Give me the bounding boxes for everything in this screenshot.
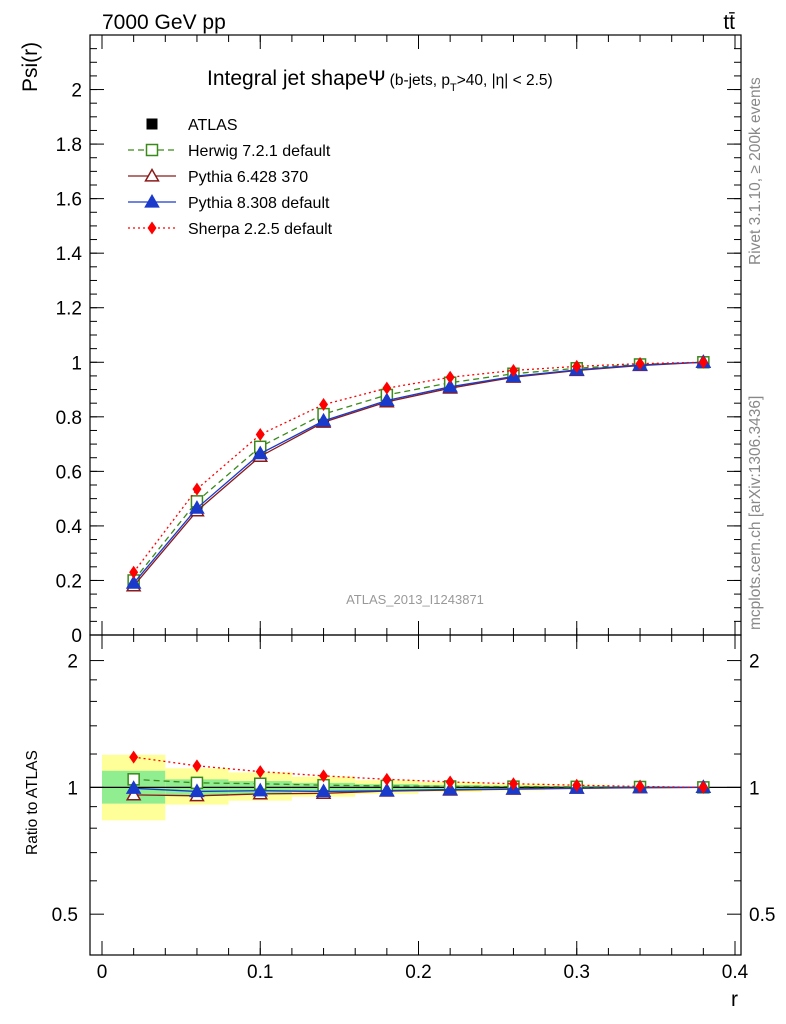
ratio-point-sherpa-2-2-5-default-2 — [255, 765, 265, 779]
main-line-herwig-7-2-1-default — [133, 361, 704, 581]
ratio-point-pythia-8-308-default-2 — [252, 782, 269, 797]
legend-marker-pythia-6-428-370 — [144, 167, 160, 182]
legend-label-herwig-7-2-1-default: Herwig 7.2.1 default — [188, 143, 331, 160]
ratio-point-sherpa-2-2-5-default-3 — [319, 769, 329, 783]
ratio-series-layer — [125, 750, 712, 802]
legend-label-pythia-6-428-370: Pythia 6.428 370 — [188, 169, 308, 186]
legend-label-sherpa-2-2-5-default: Sherpa 2.2.5 default — [188, 221, 333, 238]
ratio-y-tick-label-0: 0.5 — [52, 905, 78, 926]
main-axes: 0 0.2 0.4 0.6 0.8 1 1.2 1.4 1.6 1.8 2 — [56, 35, 741, 647]
main-y-tick-label-1: 0.2 — [56, 571, 82, 592]
ratio-y-axis-label: Ratio to ATLAS — [24, 750, 41, 855]
main-point-sherpa-2-2-5-default-7 — [572, 359, 582, 373]
header-energy-label: 7000 GeV pp — [102, 11, 226, 34]
legend-label-atlas: ATLAS — [188, 117, 238, 134]
title-sub-a: (b-jets, p — [390, 72, 450, 89]
ratio-point-pythia-8-308-default-3 — [315, 783, 332, 798]
x-tick-label-1: 0.1 — [247, 962, 273, 983]
ratio-y-tick-label-right-0: 0.5 — [749, 905, 775, 926]
main-y-tick-label-0: 0 — [71, 626, 82, 647]
main-y-tick-label-7: 1.4 — [56, 244, 83, 265]
ratio-y-tick-label-1: 1 — [67, 778, 78, 799]
main-point-sherpa-2-2-5-default-6 — [508, 363, 518, 377]
main-point-sherpa-2-2-5-default-0 — [129, 565, 139, 579]
ratio-point-pythia-8-308-default-1 — [189, 783, 205, 798]
main-line-pythia-8-308-default — [133, 361, 704, 584]
ratio-line-pythia-8-308-default — [133, 786, 704, 793]
main-y-tick-label-3: 0.6 — [56, 462, 82, 483]
x-tick-label-2: 0.2 — [405, 962, 431, 983]
ratio-point-sherpa-2-2-5-default-7 — [572, 778, 582, 792]
main-point-pythia-8-308-default-2 — [252, 445, 269, 460]
main-y-tick-label-5: 1 — [71, 353, 82, 374]
main-line-pythia-6-428-370 — [133, 361, 704, 587]
main-point-sherpa-2-2-5-default-2 — [255, 428, 265, 442]
title-sub-c: >40, |η| < 2.5) — [457, 72, 553, 89]
mcplots-source-label: mcplots.cern.ch [arXiv:1306.3436] — [747, 396, 764, 630]
main-series-layer — [125, 354, 712, 592]
ratio-point-sherpa-2-2-5-default-1 — [192, 759, 202, 773]
legend-marker-pythia-8-308-default — [144, 193, 160, 208]
main-y-tick-label-2: 0.4 — [56, 517, 83, 538]
ratio-y-tick-label-right-2: 2 — [749, 652, 760, 673]
main-point-pythia-8-308-default-4 — [379, 392, 395, 407]
main-point-sherpa-2-2-5-default-3 — [319, 398, 329, 412]
legend-marker-sherpa-2-2-5-default — [147, 221, 157, 235]
x-tick-label-3: 0.3 — [564, 962, 590, 983]
ratio-point-sherpa-2-2-5-default-8 — [635, 779, 645, 793]
main-y-axis-label: Psi(r) — [19, 42, 42, 92]
legend-label-pythia-8-308-default: Pythia 8.308 default — [188, 195, 330, 212]
analysis-watermark: ATLAS_2013_I1243871 — [346, 592, 484, 607]
legend-marker-atlas — [146, 118, 158, 130]
main-point-sherpa-2-2-5-default-9 — [698, 355, 708, 369]
ratio-line-herwig-7-2-1-default — [133, 778, 704, 789]
main-y-tick-label-8: 1.6 — [56, 190, 82, 211]
ratio-axes: 0.5 0.5 1 1 2 2 0 0.1 0.2 0.3 0.4 — [52, 635, 775, 983]
title-main: Integral jet shapeΨ — [207, 67, 386, 90]
ratio-point-sherpa-2-2-5-default-6 — [508, 777, 518, 791]
x-axis-label: r — [731, 988, 738, 1011]
ratio-point-pythia-8-308-default-4 — [379, 782, 395, 797]
main-y-tick-label-10: 2 — [71, 81, 82, 102]
ratio-point-sherpa-2-2-5-default-4 — [382, 772, 392, 786]
ratio-point-sherpa-2-2-5-default-9 — [698, 780, 708, 794]
main-point-pythia-8-308-default-3 — [315, 412, 332, 427]
ratio-plot-frame — [89, 634, 742, 956]
main-point-sherpa-2-2-5-default-8 — [635, 357, 645, 371]
ratio-point-sherpa-2-2-5-default-5 — [445, 775, 455, 789]
ratio-point-pythia-6-428-370-0 — [125, 786, 142, 801]
ratio-point-sherpa-2-2-5-default-0 — [129, 750, 139, 764]
main-point-sherpa-2-2-5-default-5 — [445, 370, 455, 384]
main-point-pythia-8-308-default-5 — [442, 378, 458, 393]
rivet-version-label: Rivet 3.1.10, ≥ 200k events — [747, 77, 764, 265]
header-process-label: tt̄ — [723, 11, 735, 34]
ratio-point-pythia-8-308-default-5 — [442, 781, 458, 796]
x-tick-label-4: 0.4 — [722, 962, 749, 983]
main-point-sherpa-2-2-5-default-4 — [382, 381, 392, 395]
ratio-y-tick-label-2: 2 — [67, 652, 78, 673]
ratio-y-tick-label-right-1: 1 — [749, 778, 760, 799]
ratio-point-pythia-8-308-default-0 — [125, 780, 142, 794]
main-y-tick-label-9: 1.8 — [56, 135, 82, 156]
main-point-pythia-8-308-default-1 — [189, 500, 205, 514]
ratio-line-sherpa-2-2-5-default — [133, 756, 704, 789]
legend-marker-herwig-7-2-1-default — [145, 143, 159, 157]
main-point-pythia-8-308-default-0 — [125, 575, 142, 589]
main-line-sherpa-2-2-5-default — [133, 361, 704, 573]
main-y-tick-label-4: 0.8 — [56, 408, 82, 429]
main-chart-title: Integral jet shapeΨ (b-jets, pT>40, |η| <… — [207, 67, 553, 94]
title-sub-sub: T — [450, 82, 457, 94]
x-tick-label-0: 0 — [97, 962, 108, 983]
main-point-sherpa-2-2-5-default-1 — [192, 482, 202, 496]
main-y-tick-label-6: 1.2 — [56, 299, 82, 320]
legend: ATLAS Herwig 7.2.1 default Pythia 6.428 37… — [128, 117, 333, 238]
